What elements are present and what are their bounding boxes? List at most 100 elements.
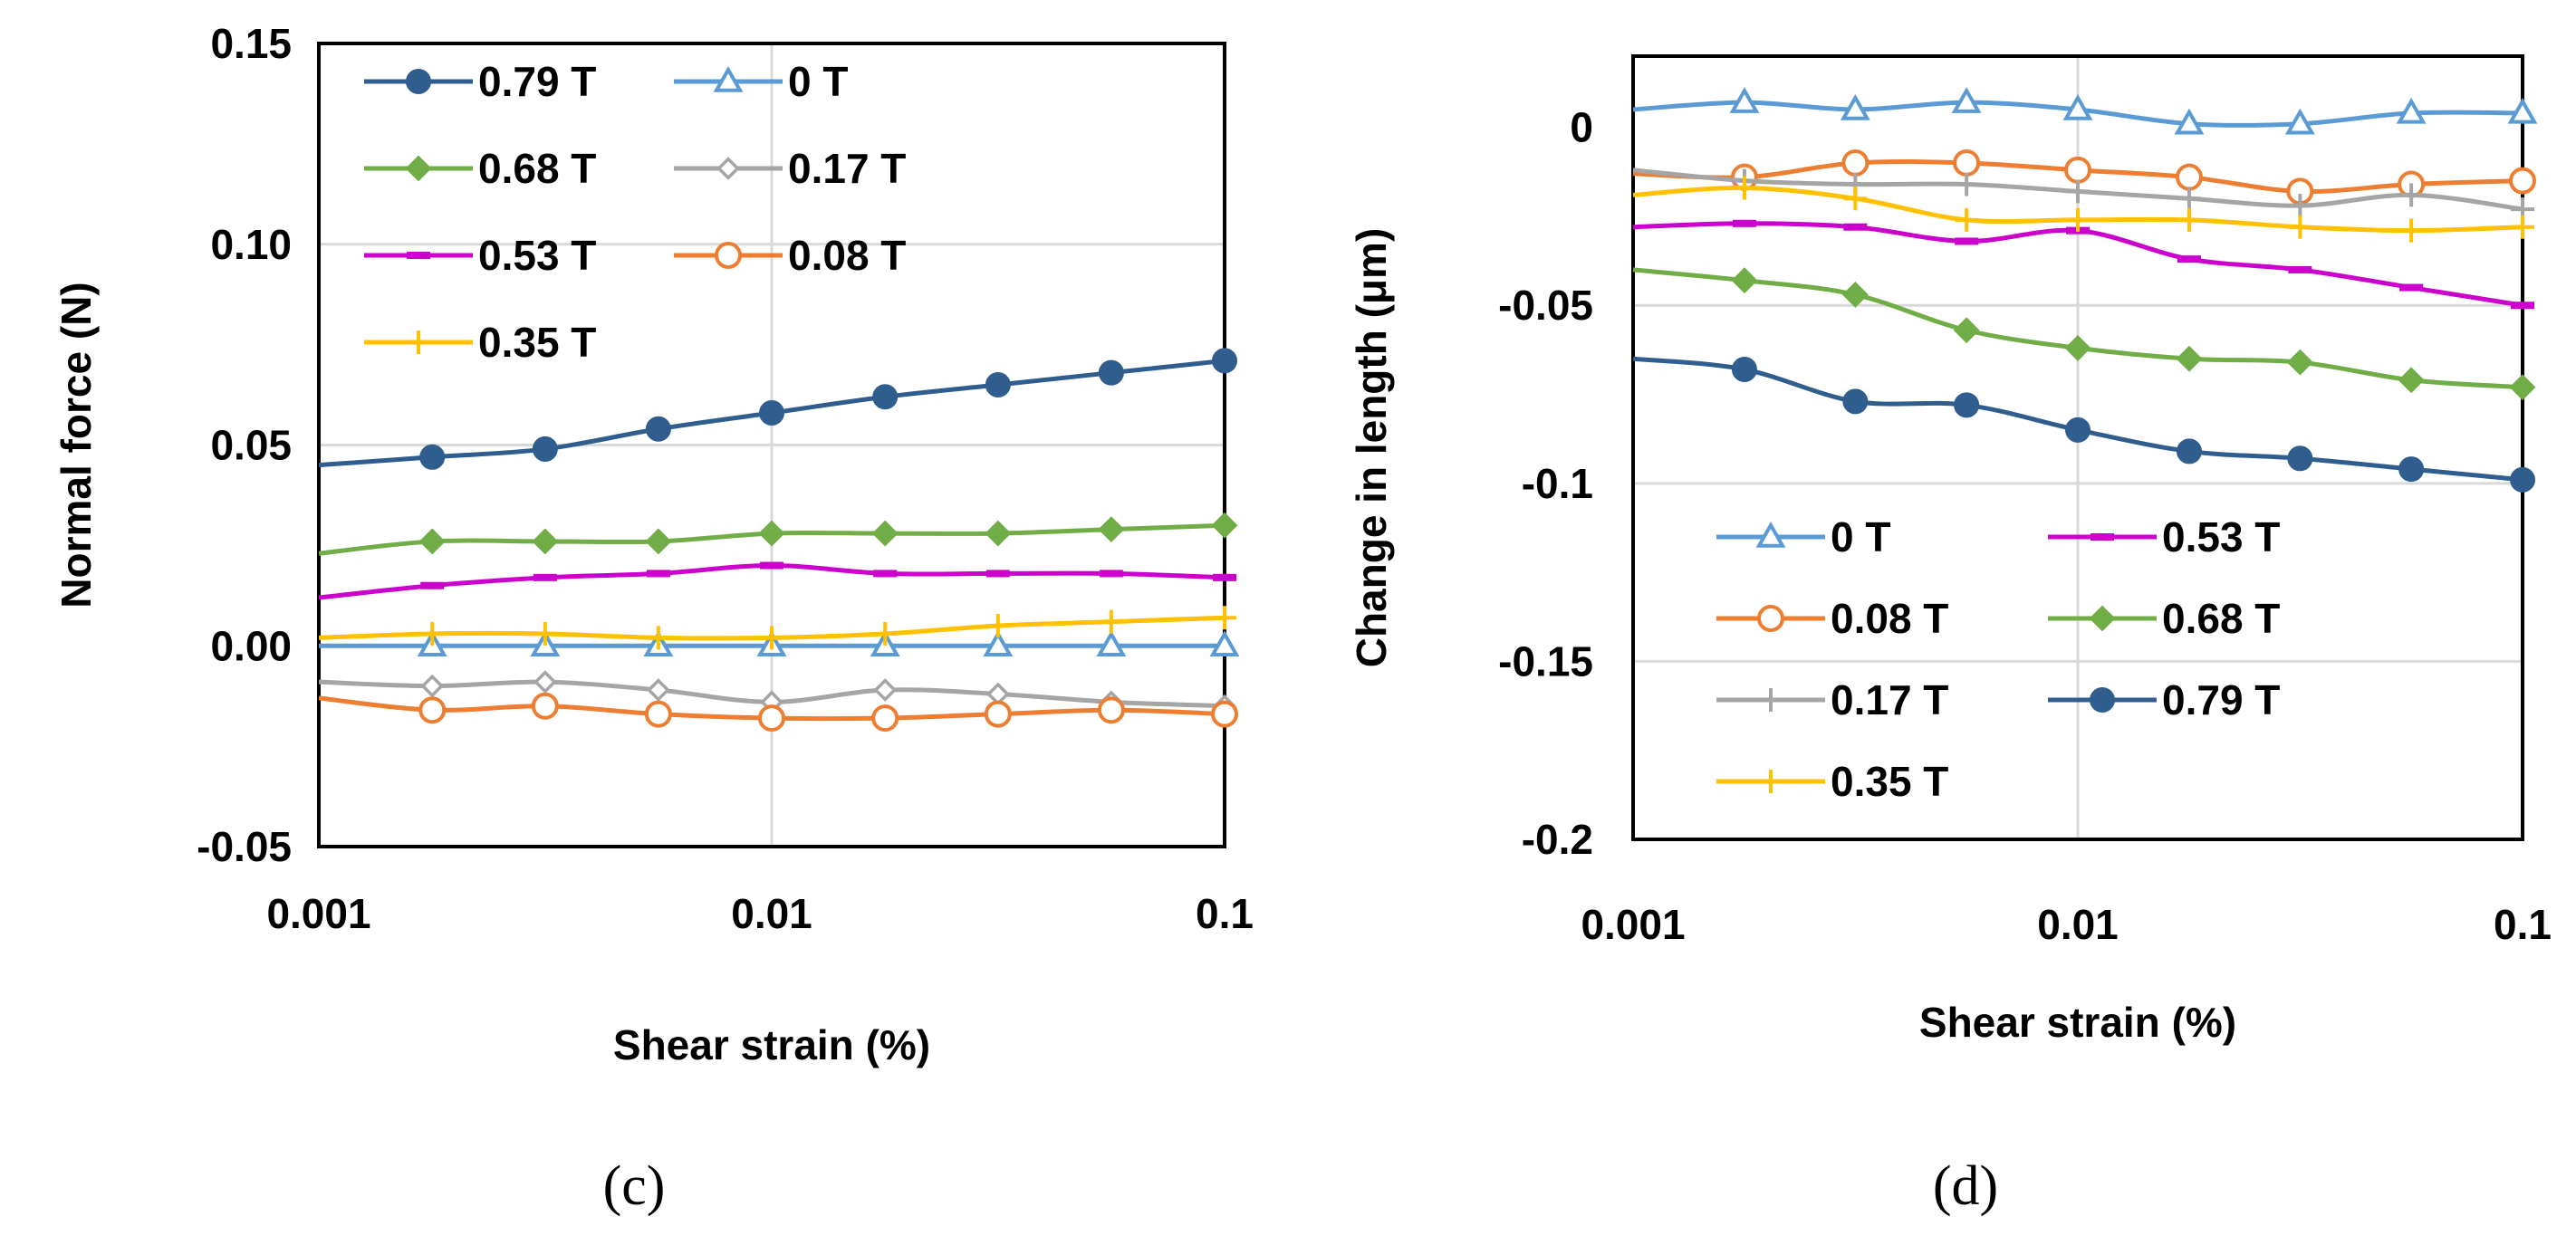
data-point: [873, 621, 898, 646]
data-point: [2511, 215, 2534, 239]
data-point: [1211, 512, 1238, 539]
x-tick-label: 0.01: [2037, 901, 2119, 948]
y-tick-label: 0.10: [210, 221, 292, 268]
legend-label: 0 T: [788, 58, 848, 105]
data-point: [2398, 367, 2425, 394]
data-point: [1732, 176, 1756, 200]
data-point: [2066, 179, 2090, 204]
panel-label: (d): [1933, 1155, 1998, 1217]
data-point: [2066, 207, 2090, 232]
legend-entry: 0.53 T: [2048, 513, 2280, 560]
data-point: [1843, 187, 1868, 211]
data-point: [983, 630, 1014, 656]
data-point: [419, 444, 446, 470]
series-0-53-T: [318, 561, 1236, 600]
legend-entry: 0.17 T: [1716, 676, 1948, 723]
data-point: [2062, 93, 2093, 120]
legend-entry: 0 T: [1716, 513, 1890, 560]
data-point: [2065, 417, 2091, 443]
data-point: [2176, 345, 2203, 372]
y-tick-label: -0.1: [1522, 460, 1593, 507]
data-point: [420, 621, 445, 646]
data-point: [532, 436, 558, 462]
legend-label: 0.68 T: [478, 145, 596, 192]
data-point: [2177, 207, 2201, 232]
legend-marker: [407, 330, 430, 354]
data-point: [2399, 183, 2424, 207]
data-point: [2509, 374, 2536, 401]
data-point: [531, 692, 559, 720]
data-point: [1955, 207, 1979, 232]
legend-entry: 0.79 T: [2048, 676, 2280, 723]
data-point: [2064, 156, 2091, 184]
chart-d-change-in-length: 0 -0.05 -0.1 -0.15 -0.2 0.001 0.01 0.1 Shear str…: [1348, 54, 2552, 1217]
data-point: [1732, 219, 1756, 227]
legend-entry: 0.35 T: [364, 319, 596, 366]
legend-marker: [1759, 770, 1783, 793]
data-point: [873, 570, 898, 578]
data-point: [985, 614, 1010, 638]
data-point: [758, 704, 785, 733]
data-point: [1098, 359, 1124, 386]
data-point: [871, 704, 899, 733]
data-point: [418, 528, 446, 555]
legend-label: 0.68 T: [2162, 595, 2280, 642]
data-point: [1953, 317, 1980, 344]
data-point: [759, 400, 784, 426]
data-point: [2399, 283, 2424, 292]
x-tick-label: 0.001: [266, 890, 370, 937]
data-point: [2288, 265, 2312, 273]
data-point: [2511, 302, 2534, 310]
data-point: [533, 621, 557, 646]
data-point: [2288, 194, 2312, 218]
legend-entry: 0.68 T: [364, 145, 596, 192]
data-point: [1953, 148, 1981, 177]
legend-label: 0.79 T: [478, 58, 596, 105]
legend: 0 T 0.53 T 0.08 T 0.68 T 0.17 T 0.79 T 0.35 T: [1716, 513, 2280, 805]
data-point: [2288, 215, 2312, 239]
y-tick-label: -0.05: [1498, 282, 1593, 329]
data-point: [2174, 108, 2205, 135]
data-point: [2399, 218, 2424, 243]
data-point: [1951, 87, 1982, 113]
legend-marker: [716, 157, 740, 180]
data-point: [645, 528, 672, 555]
series-0-68-T: [1632, 267, 2536, 401]
legend-entry: 0.53 T: [364, 232, 596, 279]
series-0-35-T: [1632, 176, 2534, 243]
data-point: [2287, 445, 2313, 472]
data-point: [1842, 388, 1869, 415]
y-axis-title: Change in length (μm): [1348, 228, 1395, 668]
legend-label: 0.35 T: [478, 319, 596, 366]
legend-label: 0.53 T: [2162, 513, 2280, 560]
data-point: [1097, 696, 1125, 724]
x-tick-label: 0.1: [2494, 901, 2552, 948]
data-point: [2509, 167, 2536, 195]
data-point: [2176, 438, 2202, 464]
legend-marker: [406, 69, 431, 94]
series-0-68-T: [318, 512, 1238, 556]
data-point: [1731, 267, 1758, 294]
y-tick-label: 0.15: [210, 20, 292, 67]
legend-marker: [2091, 533, 2114, 541]
legend-entry: 0.35 T: [1716, 758, 1948, 805]
x-axis-title: Shear strain (%): [613, 1021, 930, 1068]
y-axis-title: Normal force (N): [53, 282, 100, 608]
legend-label: 0.17 T: [1831, 676, 1948, 723]
data-point: [2398, 456, 2425, 483]
x-tick-label: 0.1: [1196, 890, 1254, 937]
data-point: [872, 384, 899, 410]
data-point: [646, 678, 670, 702]
plot-frame: [1631, 54, 2524, 841]
data-point: [645, 416, 671, 442]
y-tick-label: 0: [1570, 104, 1593, 151]
series-0-17-T: [1632, 168, 2534, 222]
series-0-35-T: [318, 606, 1236, 650]
y-tick-label: -0.05: [197, 823, 292, 870]
data-point: [760, 626, 783, 650]
data-point: [1099, 570, 1123, 578]
data-point: [1841, 148, 1870, 177]
legend-marker: [405, 155, 432, 182]
